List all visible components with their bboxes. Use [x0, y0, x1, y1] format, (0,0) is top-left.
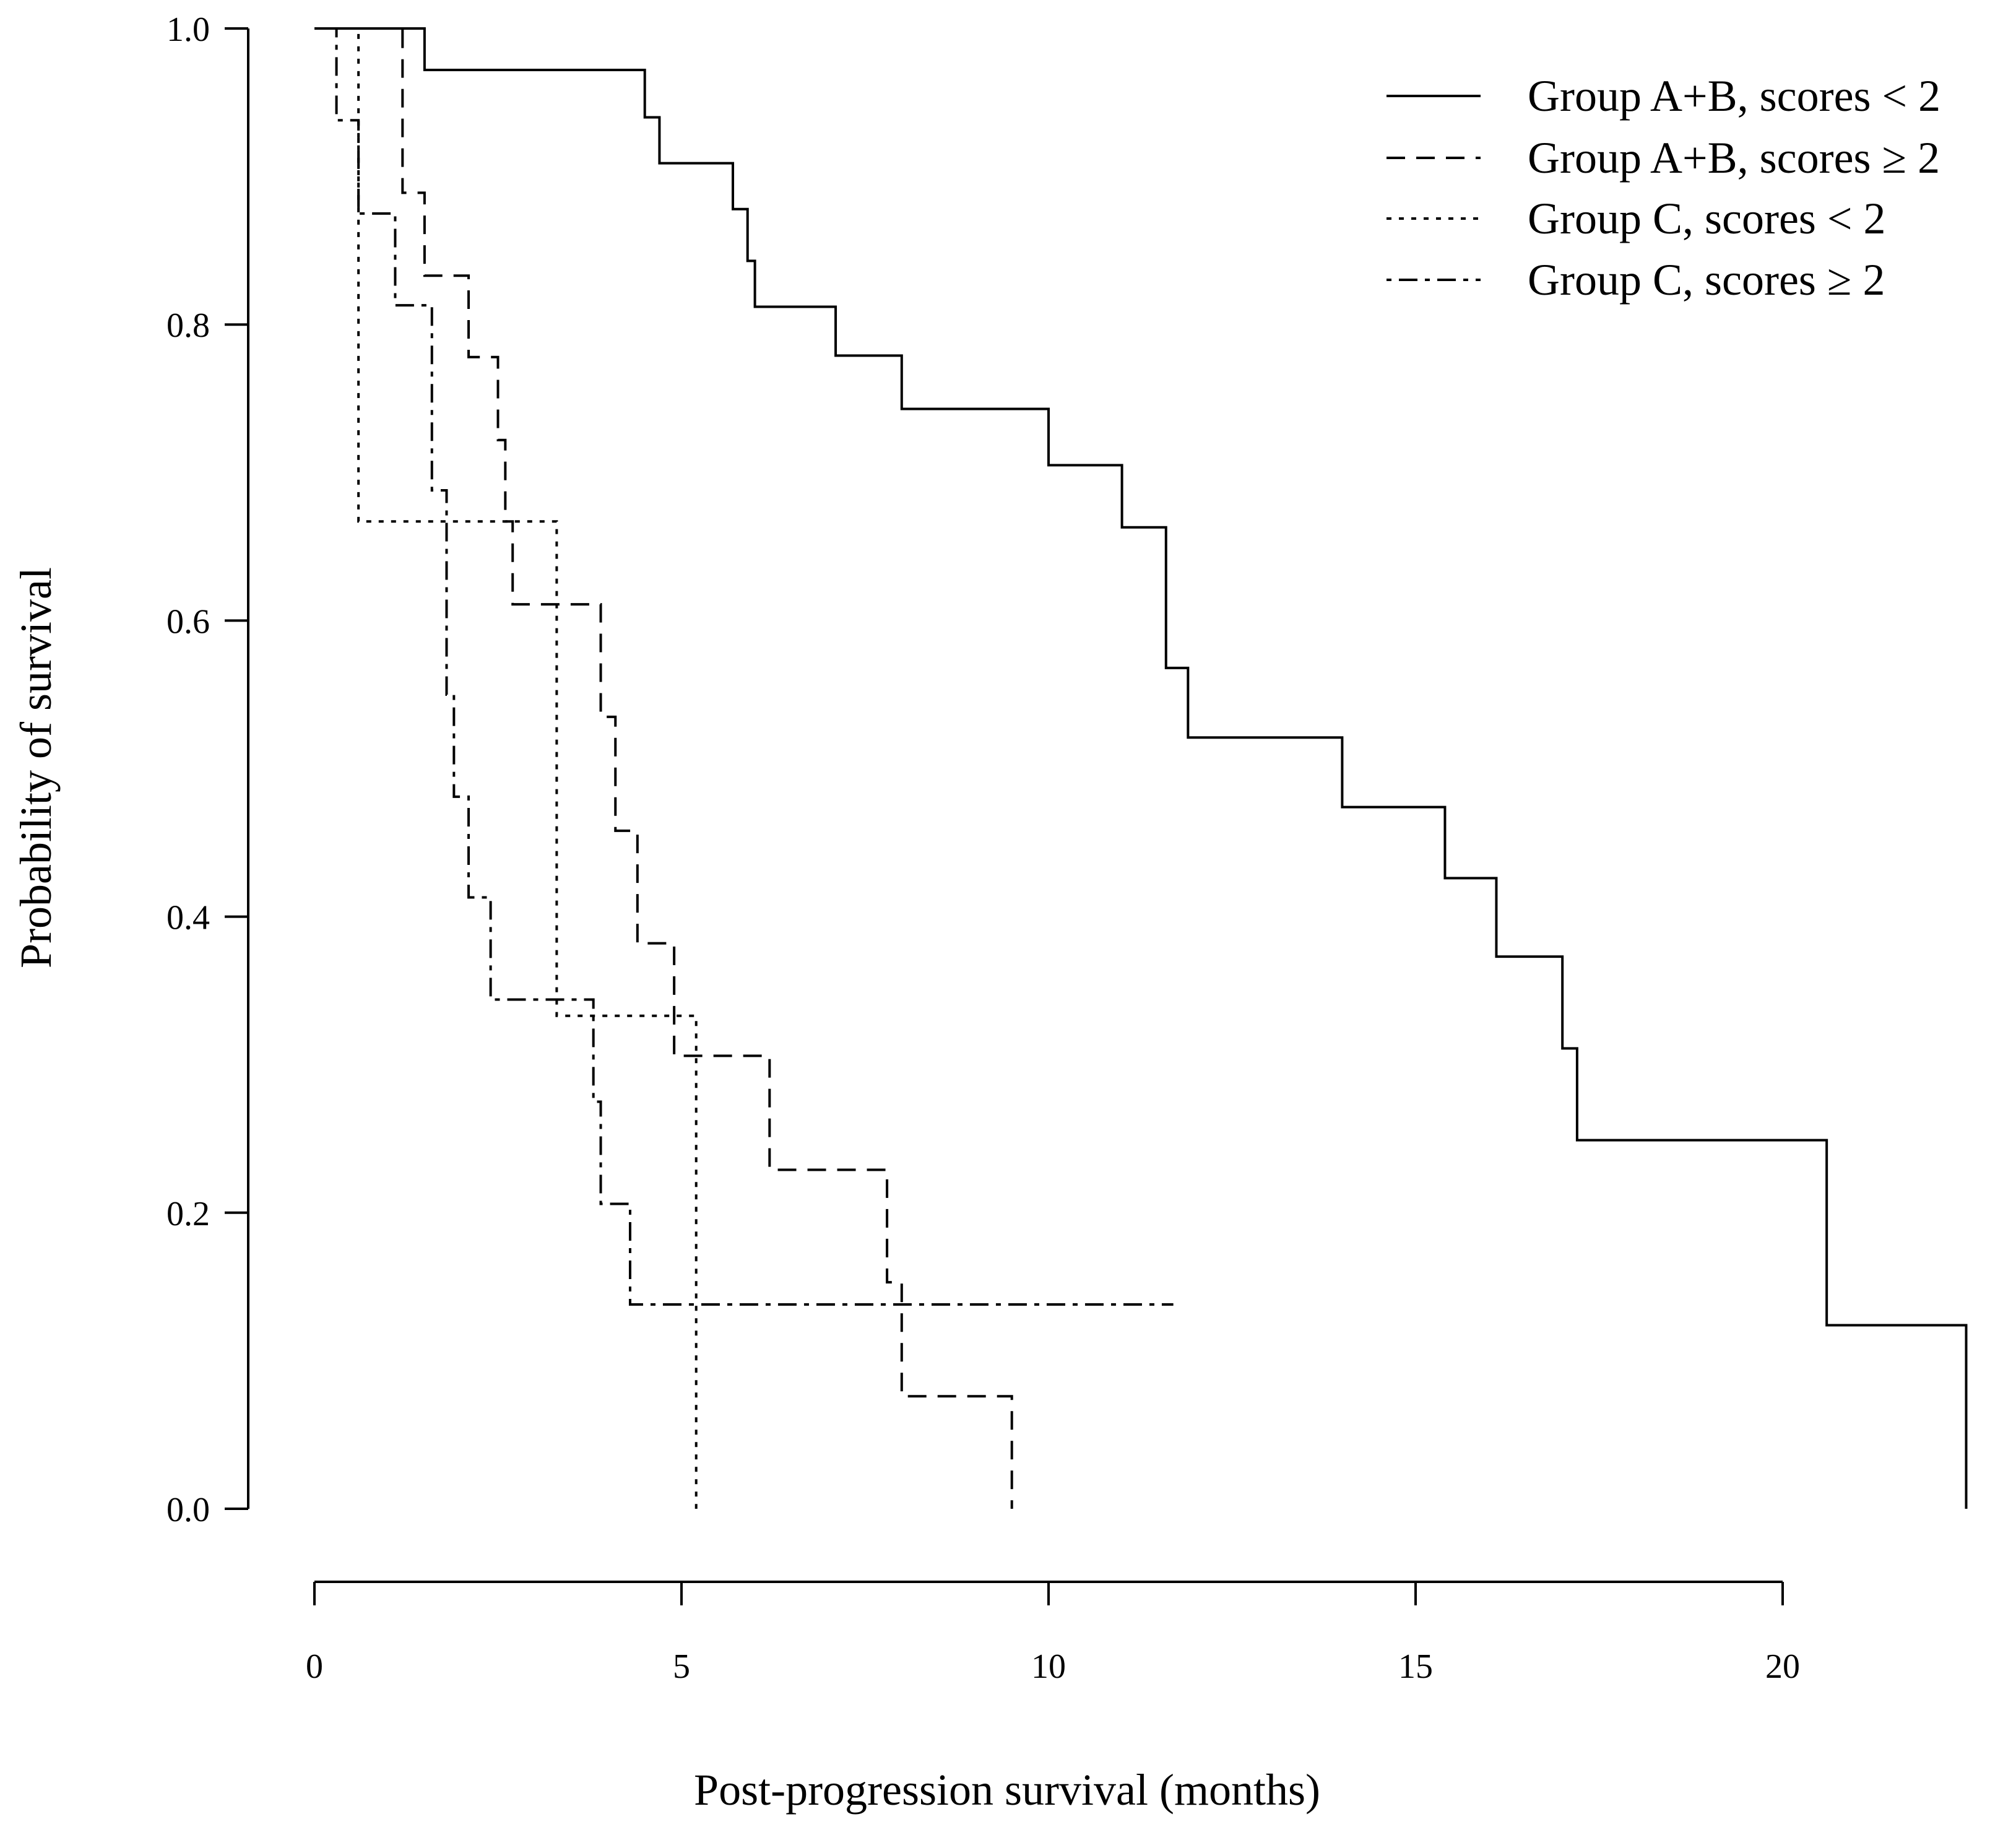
y-axis: 0.0 0.2 0.4 0.6 0.8 1.0 — [167, 11, 249, 1529]
x-tick-label: 10 — [1031, 1647, 1066, 1686]
series-lines — [314, 27, 1968, 1509]
x-axis: 0 5 10 15 20 — [306, 1581, 1800, 1686]
series-line-4 — [314, 27, 1174, 1306]
legend: Group A+B, scores < 2 Group A+B, scores ≥… — [1387, 71, 1940, 305]
x-tick-label: 20 — [1765, 1647, 1800, 1686]
legend-label-1: Group A+B, scores < 2 — [1528, 71, 1940, 121]
x-tick-label: 0 — [306, 1647, 323, 1686]
y-tick-label: 0.2 — [167, 1195, 210, 1233]
series-line-3 — [314, 27, 698, 1509]
y-tick-label: 1.0 — [167, 11, 210, 49]
y-tick-label: 0.0 — [167, 1491, 210, 1529]
series-line-2 — [314, 27, 1013, 1509]
legend-label-2: Group A+B, scores ≥ 2 — [1528, 133, 1940, 183]
legend-label-3: Group C, scores < 2 — [1528, 194, 1886, 243]
y-tick-label: 0.6 — [167, 602, 210, 641]
y-axis-title: Probability of survival — [11, 567, 61, 968]
y-tick-label: 0.4 — [167, 899, 210, 937]
y-tick-label: 0.8 — [167, 306, 210, 345]
x-tick-label: 5 — [673, 1647, 690, 1686]
x-axis-title: Post-progression survival (months) — [694, 1765, 1320, 1815]
series-line-1 — [314, 27, 1968, 1509]
legend-label-4: Group C, scores ≥ 2 — [1528, 255, 1885, 305]
x-tick-label: 15 — [1398, 1647, 1433, 1686]
